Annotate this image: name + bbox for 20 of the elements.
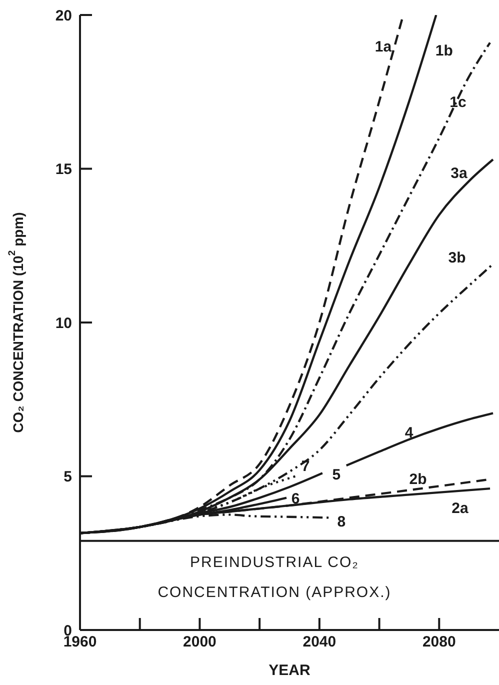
y-tick-label: 10 [55,314,72,332]
series-label: 2a [452,500,470,518]
y-tick-label: 20 [55,7,72,24]
series-label: 1c [450,94,466,112]
x-tick-label: 2080 [422,634,456,651]
series-label: 6 [291,490,300,508]
series-label: 8 [337,513,346,530]
series-label: 1b [435,42,453,60]
series-label: 3a [450,165,468,182]
series-label: 3b [448,250,466,267]
ref-line-label: PREINDUSTRIAL CO₂ CONCENTRATION (APPROX.) [158,554,392,601]
x-tick-label: 2000 [183,634,216,651]
series-label: 2b [409,470,427,488]
series-label: 5 [332,466,341,484]
x-axis-title: YEAR [268,662,310,679]
series-label: 4 [404,424,414,442]
y-tick-label: 5 [64,468,72,486]
series-label: 1a [374,38,392,56]
x-tick-label: 2040 [302,634,336,651]
y-tick-label: 15 [55,161,72,178]
